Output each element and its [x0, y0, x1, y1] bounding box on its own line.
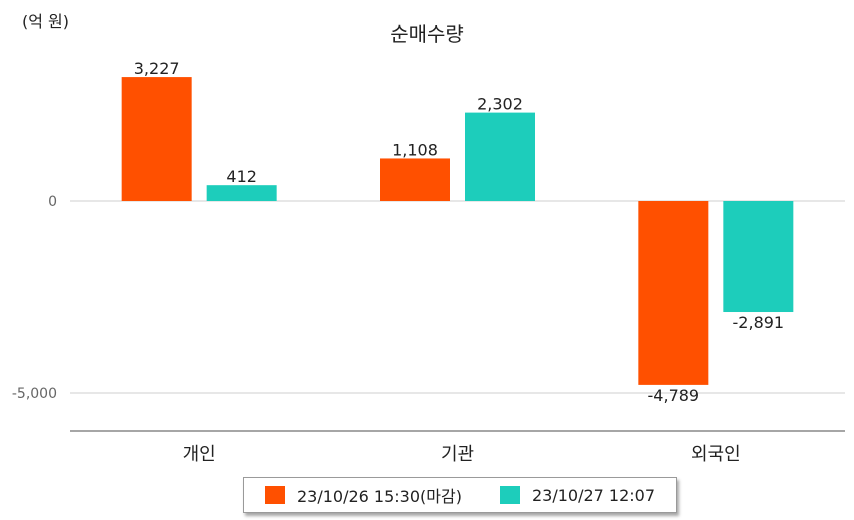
- data-label: 2,302: [477, 95, 523, 114]
- bar-layer: [121, 77, 794, 385]
- bar[interactable]: [206, 185, 277, 201]
- bar[interactable]: [121, 77, 192, 201]
- bar[interactable]: [465, 112, 535, 201]
- bar[interactable]: [638, 201, 709, 385]
- data-label: 412: [226, 167, 257, 186]
- legend-label-series-2: 23/10/27 12:07: [531, 485, 656, 505]
- legend-item-series-2[interactable]: 23/10/27 12:07: [499, 485, 656, 505]
- bar[interactable]: [723, 201, 794, 313]
- bar[interactable]: [380, 158, 450, 201]
- x-tick-label: 기관: [441, 444, 474, 465]
- data-label: 3,227: [134, 59, 180, 78]
- axis-layer: 0 -5,000 개인 기관 외국인: [12, 194, 845, 465]
- y-tick-label: -5,000: [12, 386, 57, 402]
- data-label: -4,789: [648, 386, 700, 405]
- x-tick-label: 개인: [183, 444, 216, 465]
- chart-title: 순매수량: [390, 22, 464, 46]
- legend-item-series-1[interactable]: 23/10/26 15:30(마감): [264, 483, 462, 507]
- grid-layer: [70, 200, 845, 394]
- label-layer: 3,227 412 1,108 2,302 -4,789 -2,891: [134, 59, 784, 405]
- legend-label-series-1: 23/10/26 15:30(마감): [296, 487, 462, 506]
- data-label: 1,108: [392, 140, 438, 159]
- unit-label: (억 원): [22, 12, 70, 31]
- legend-swatch-series-1: [264, 486, 285, 504]
- y-tick-label: 0: [48, 194, 57, 210]
- legend-swatch-series-2: [499, 486, 520, 504]
- x-tick-label: 외국인: [691, 444, 741, 465]
- legend: 23/10/26 15:30(마감) 23/10/27 12:07: [243, 477, 677, 513]
- data-label: -2,891: [733, 313, 785, 332]
